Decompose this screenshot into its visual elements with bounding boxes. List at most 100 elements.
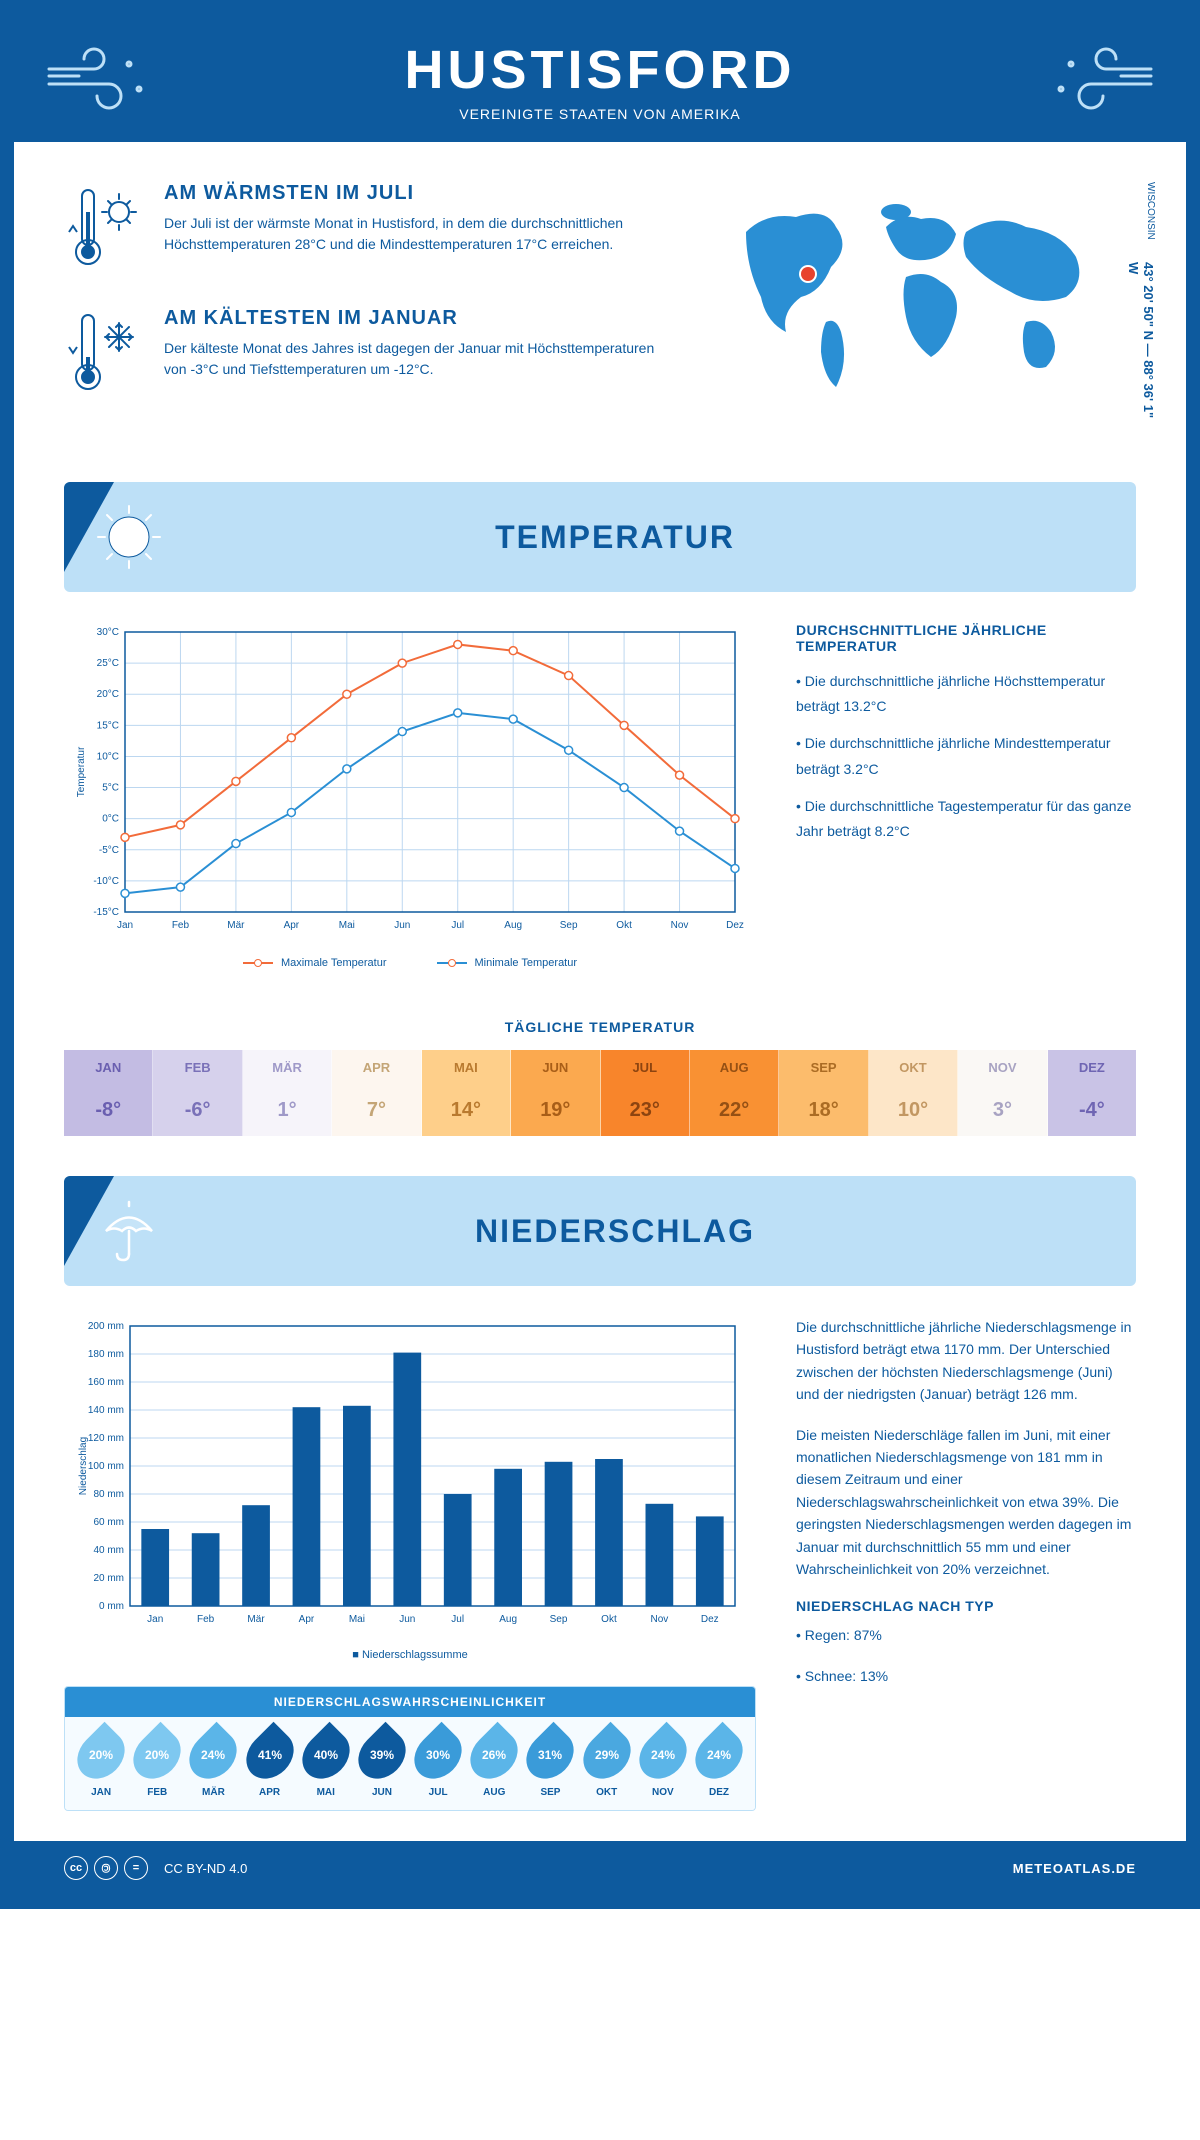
coldest-title: AM KÄLTESTEN IM JANUAR <box>164 307 676 330</box>
warmest-title: AM WÄRMSTEN IM JULI <box>164 182 676 205</box>
svg-text:Mai: Mai <box>349 1614 365 1625</box>
temp-bullet: • Die durchschnittliche jährliche Höchst… <box>796 669 1136 719</box>
svg-text:Jan: Jan <box>117 920 133 931</box>
svg-text:5°C: 5°C <box>102 783 119 794</box>
thermometer-sun-icon <box>64 182 144 277</box>
svg-text:-5°C: -5°C <box>99 845 119 856</box>
raindrop-icon: 24% <box>630 1722 696 1788</box>
probability-cell: 20% FEB <box>129 1729 185 1798</box>
svg-text:Dez: Dez <box>701 1614 719 1625</box>
svg-text:Mär: Mär <box>247 1614 265 1625</box>
svg-text:180 mm: 180 mm <box>88 1349 124 1360</box>
coldest-text: Der kälteste Monat des Jahres ist dagege… <box>164 338 676 380</box>
svg-text:Jul: Jul <box>451 1614 464 1625</box>
probability-cell: 39% JUN <box>354 1729 410 1798</box>
probability-cell: 29% OKT <box>579 1729 635 1798</box>
svg-text:Nov: Nov <box>650 1614 668 1625</box>
raindrop-icon: 41% <box>236 1722 302 1788</box>
temp-cell: OKT 10° <box>869 1050 958 1136</box>
wind-icon <box>44 44 154 114</box>
probability-cell: 41% APR <box>242 1729 298 1798</box>
probability-cell: 40% MAI <box>298 1729 354 1798</box>
temp-cell: AUG 22° <box>690 1050 779 1136</box>
svg-text:25°C: 25°C <box>97 658 119 669</box>
temp-bullet: • Die durchschnittliche Tagestemperatur … <box>796 794 1136 844</box>
climate-facts: AM WÄRMSTEN IM JULI Der Juli ist der wär… <box>64 182 676 432</box>
precip-chart-legend: Niederschlagssumme <box>64 1649 756 1661</box>
svg-text:80 mm: 80 mm <box>93 1489 124 1500</box>
license-text: CC BY-ND 4.0 <box>164 1861 247 1876</box>
temp-cell: DEZ -4° <box>1048 1050 1136 1136</box>
temp-cell: APR 7° <box>332 1050 421 1136</box>
raindrop-icon: 30% <box>405 1722 471 1788</box>
svg-text:Apr: Apr <box>299 1614 315 1625</box>
raindrop-icon: 20% <box>68 1722 134 1788</box>
raindrop-icon: 40% <box>293 1722 359 1788</box>
precipitation-chart: 0 mm20 mm40 mm60 mm80 mm100 mm120 mm140 … <box>64 1316 756 1661</box>
precip-type-bullet: • Regen: 87% <box>796 1624 1136 1646</box>
temperature-info: DURCHSCHNITTLICHE JÄHRLICHE TEMPERATUR •… <box>796 622 1136 969</box>
temperature-heading: TEMPERATUR <box>194 519 1036 556</box>
svg-text:Sep: Sep <box>550 1614 568 1625</box>
svg-text:20 mm: 20 mm <box>93 1573 124 1584</box>
svg-text:Sep: Sep <box>560 920 578 931</box>
svg-text:Jun: Jun <box>399 1614 415 1625</box>
svg-text:Apr: Apr <box>284 920 300 931</box>
temp-info-title: DURCHSCHNITTLICHE JÄHRLICHE TEMPERATUR <box>796 622 1136 654</box>
svg-text:100 mm: 100 mm <box>88 1461 124 1472</box>
site-name: METEOATLAS.DE <box>1013 1861 1136 1876</box>
raindrop-icon: 31% <box>517 1722 583 1788</box>
license-badges: cc 🄯 = CC BY-ND 4.0 <box>64 1856 247 1880</box>
precip-type-bullet: • Schnee: 13% <box>796 1665 1136 1687</box>
wind-icon <box>1046 44 1156 114</box>
raindrop-icon: 24% <box>686 1722 752 1788</box>
probability-cell: 26% AUG <box>466 1729 522 1798</box>
svg-text:140 mm: 140 mm <box>88 1405 124 1416</box>
svg-text:Temperatur: Temperatur <box>76 746 87 797</box>
top-info-row: AM WÄRMSTEN IM JULI Der Juli ist der wär… <box>14 142 1186 462</box>
svg-text:200 mm: 200 mm <box>88 1321 124 1332</box>
temp-cell: JUL 23° <box>601 1050 690 1136</box>
raindrop-icon: 29% <box>573 1722 639 1788</box>
temp-cell: JUN 19° <box>511 1050 600 1136</box>
probability-panel: NIEDERSCHLAGSWAHRSCHEINLICHKEIT 20% JAN … <box>64 1686 756 1811</box>
probability-cell: 30% JUL <box>410 1729 466 1798</box>
temp-cell: MAI 14° <box>422 1050 511 1136</box>
svg-text:0°C: 0°C <box>102 814 119 825</box>
svg-text:Mär: Mär <box>227 920 245 931</box>
nd-icon: = <box>124 1856 148 1880</box>
svg-text:120 mm: 120 mm <box>88 1433 124 1444</box>
svg-text:Jan: Jan <box>147 1614 163 1625</box>
svg-text:Okt: Okt <box>601 1614 617 1625</box>
header: HUSTISFORD VEREINIGTE STAATEN VON AMERIK… <box>14 14 1186 142</box>
probability-cell: 24% NOV <box>635 1729 691 1798</box>
precip-type-title: NIEDERSCHLAG NACH TYP <box>796 1598 1136 1614</box>
daily-temp-table: JAN -8° FEB -6° MÄR 1° APR 7° MAI 14° JU… <box>64 1050 1136 1136</box>
svg-text:Okt: Okt <box>616 920 632 931</box>
probability-cell: 24% MÄR <box>185 1729 241 1798</box>
thermometer-snow-icon <box>64 307 144 402</box>
probability-cell: 31% SEP <box>522 1729 578 1798</box>
raindrop-icon: 24% <box>180 1722 246 1788</box>
precipitation-section: 0 mm20 mm40 mm60 mm80 mm100 mm120 mm140 … <box>14 1316 1186 1841</box>
svg-text:Dez: Dez <box>726 920 744 931</box>
world-map: WISCONSIN 43° 20' 50" N — 88° 36' 1" W <box>716 182 1136 432</box>
temperature-chart: -15°C-10°C-5°C0°C5°C10°C15°C20°C25°C30°C… <box>64 622 756 969</box>
by-icon: 🄯 <box>94 1856 118 1880</box>
daily-temp-title: TÄGLICHE TEMPERATUR <box>14 1019 1186 1035</box>
svg-text:-10°C: -10°C <box>93 876 119 887</box>
coordinates: 43° 20' 50" N — 88° 36' 1" W <box>1126 262 1156 432</box>
svg-text:0 mm: 0 mm <box>99 1601 124 1612</box>
svg-text:20°C: 20°C <box>97 689 119 700</box>
probability-cell: 20% JAN <box>73 1729 129 1798</box>
city-title: HUSTISFORD <box>14 39 1186 101</box>
temperature-section: -15°C-10°C-5°C0°C5°C10°C15°C20°C25°C30°C… <box>14 622 1186 999</box>
temp-cell: MÄR 1° <box>243 1050 332 1136</box>
precipitation-banner: NIEDERSCHLAG <box>64 1176 1136 1286</box>
temp-cell: JAN -8° <box>64 1050 153 1136</box>
raindrop-icon: 26% <box>461 1722 527 1788</box>
umbrella-icon <box>94 1196 164 1266</box>
svg-text:Feb: Feb <box>172 920 190 931</box>
warmest-fact: AM WÄRMSTEN IM JULI Der Juli ist der wär… <box>64 182 676 277</box>
footer: cc 🄯 = CC BY-ND 4.0 METEOATLAS.DE <box>14 1841 1186 1895</box>
